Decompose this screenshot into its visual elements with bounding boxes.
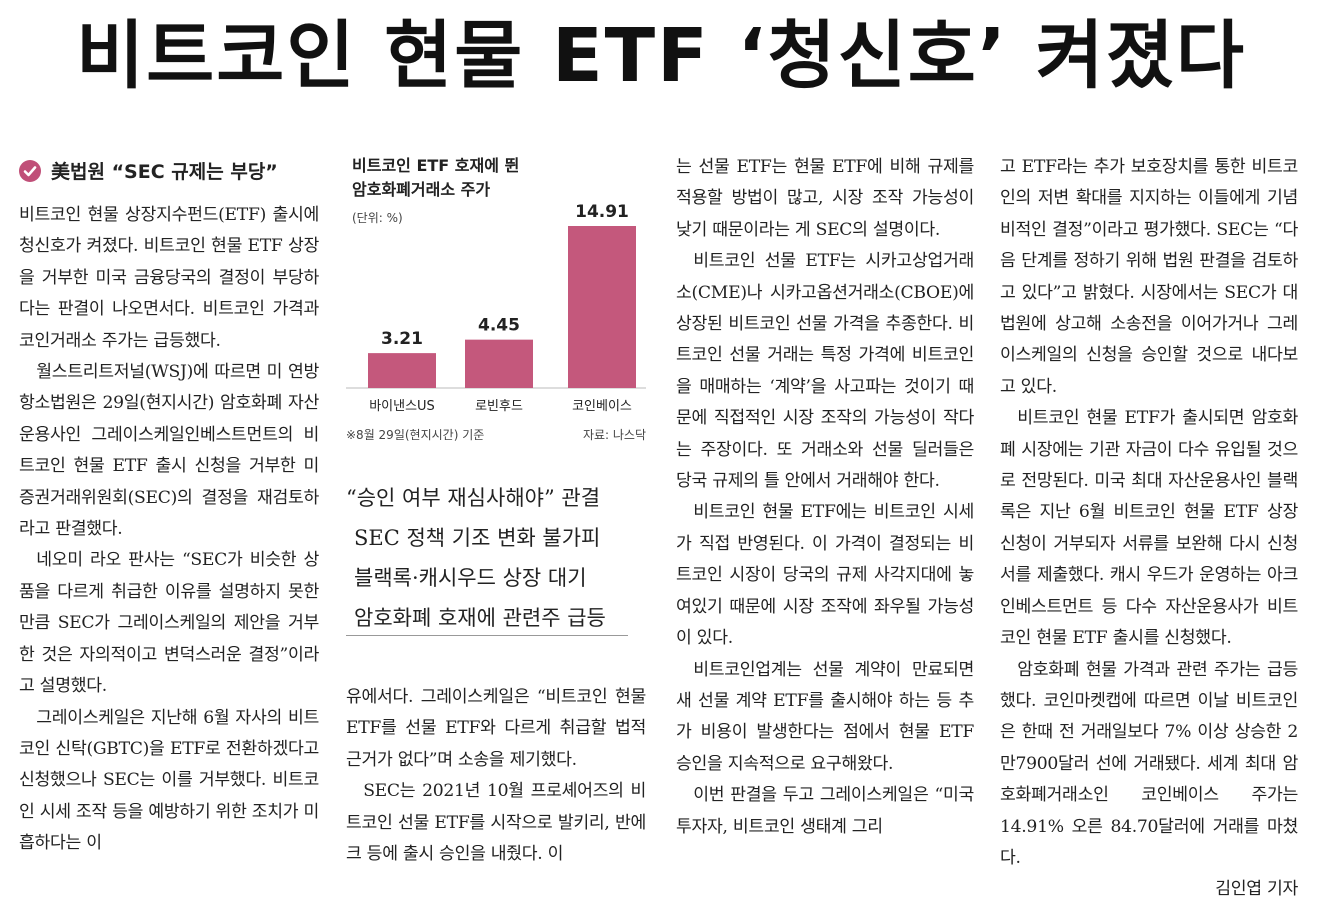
paragraph: 그레이스케일은 지난해 6월 자사의 비트코인 신탁(GBTC)을 ETF로 전… [19, 707, 319, 854]
paragraph: 이번 판결을 두고 그레이스케일은 “미국 투자자, 비트코인 생태계 그리 [676, 785, 974, 837]
bar-value-label: 4.45 [478, 316, 520, 336]
paragraph: 월스트리트저널(WSJ)에 따르면 미 연방항소법원은 29일(현지시간) 암호… [19, 362, 319, 540]
paragraph: 고 ETF라는 추가 보호장치를 통한 비트코인의 저변 확대를 지지하는 이들… [1000, 157, 1298, 397]
headline: 비트코인 현물 ETF ‘청신호’ 켜졌다 [76, 13, 1246, 99]
chart-unit: (단위: %) [352, 211, 403, 225]
subheadline-text: 美법원 “SEC 규제는 부당” [51, 161, 278, 183]
paragraph: 는 선물 ETF는 현물 ETF에 비해 규제를 적용할 방법이 많고, 시장 … [676, 157, 974, 240]
paragraph: 비트코인 현물 상장지수펀드(ETF) 출시에 청신호가 켜졌다. 비트코인 현… [19, 205, 319, 351]
pull-quote-4: 암호화폐 호재에 관련주 급등 [354, 606, 606, 630]
subheadline: 美법원 “SEC 규제는 부당” [19, 154, 319, 190]
chart-title: 비트코인 ETF 호재에 뛴 암호화폐거래소 주가 [352, 154, 519, 202]
pull-quote-box: “승인 여부 재심사해야” 관결 SEC 정책 기조 변화 불가피 블랙록·캐시… [346, 478, 646, 638]
paragraph: 비트코인업계는 선물 계약이 만료되면 새 선물 계약 ETF를 출시해야 하는… [676, 659, 974, 774]
article-column-2: 유에서다. 그레이스케일은 “비트코인 현물 ETF를 선물 ETF와 다르게 … [346, 682, 646, 870]
bar-value-label: 3.21 [381, 329, 423, 349]
bar [368, 353, 436, 388]
chart-title-line-1: 비트코인 ETF 호재에 뛴 [352, 156, 520, 175]
paragraph: 비트코인 선물 ETF는 시카고상업거래소(CME)나 시카고옵션거래소(CBO… [676, 251, 974, 492]
paragraph: 네오미 라오 판사는 “SEC가 비슷한 상품을 다르게 취급한 이유를 설명하… [19, 550, 319, 697]
chart-source: 자료: 나스닥 [582, 428, 646, 442]
article-column-4: 고 ETF라는 추가 보호장치를 통한 비트코인의 저변 확대를 지지하는 이들… [1000, 152, 1298, 906]
article-column-3: 는 선물 ETF는 현물 ETF에 비해 규제를 적용할 방법이 많고, 시장 … [676, 152, 974, 843]
pull-quote-2: SEC 정책 기조 변화 불가피 [354, 526, 601, 550]
chart-title-line-2: 암호화폐거래소 주가 [352, 180, 491, 199]
category-label: 로빈후드 [475, 399, 523, 414]
byline: 김인엽 기자 [1215, 879, 1298, 900]
bar [568, 226, 636, 388]
pull-quote-3: 블랙록·캐시우드 상장 대기 [354, 566, 587, 590]
paragraph: 비트코인 현물 ETF가 출시되면 암호화폐 시장에는 기관 자금이 다수 유입… [1000, 408, 1298, 649]
paragraph: SEC는 2021년 10월 프로셰어즈의 비트코인 선물 ETF를 시작으로 … [346, 781, 646, 865]
paragraph: 암호화폐 현물 가격과 관련 주가는 급등했다. 코인마켓캡에 따르면 이날 비… [1000, 659, 1298, 868]
chart-note: ※8월 29일(현지시간) 기준 [346, 428, 485, 442]
category-label: 바이낸스US [369, 399, 435, 414]
bar-value-label: 14.91 [575, 202, 629, 222]
chart-plot: 3.21 바이낸스US 4.45 로빈후드 14.91 코인베이스 [346, 202, 646, 414]
divider [346, 635, 628, 636]
paragraph: 유에서다. 그레이스케일은 “비트코인 현물 ETF를 선물 ETF와 다르게 … [346, 687, 646, 770]
bar [465, 339, 533, 388]
paragraph: 비트코인 현물 ETF에는 비트코인 시세가 직접 반영된다. 이 가격이 결정… [676, 502, 974, 649]
pull-quote-1: “승인 여부 재심사해야” 관결 [346, 486, 601, 510]
category-label: 코인베이스 [572, 399, 632, 414]
check-icon [19, 159, 41, 182]
article-column-1: 비트코인 현물 상장지수펀드(ETF) 출시에 청신호가 켜졌다. 비트코인 현… [19, 200, 319, 860]
stock-chart: 비트코인 ETF 호재에 뛴 암호화폐거래소 주가 (단위: %) 3.21 바이… [346, 154, 646, 444]
